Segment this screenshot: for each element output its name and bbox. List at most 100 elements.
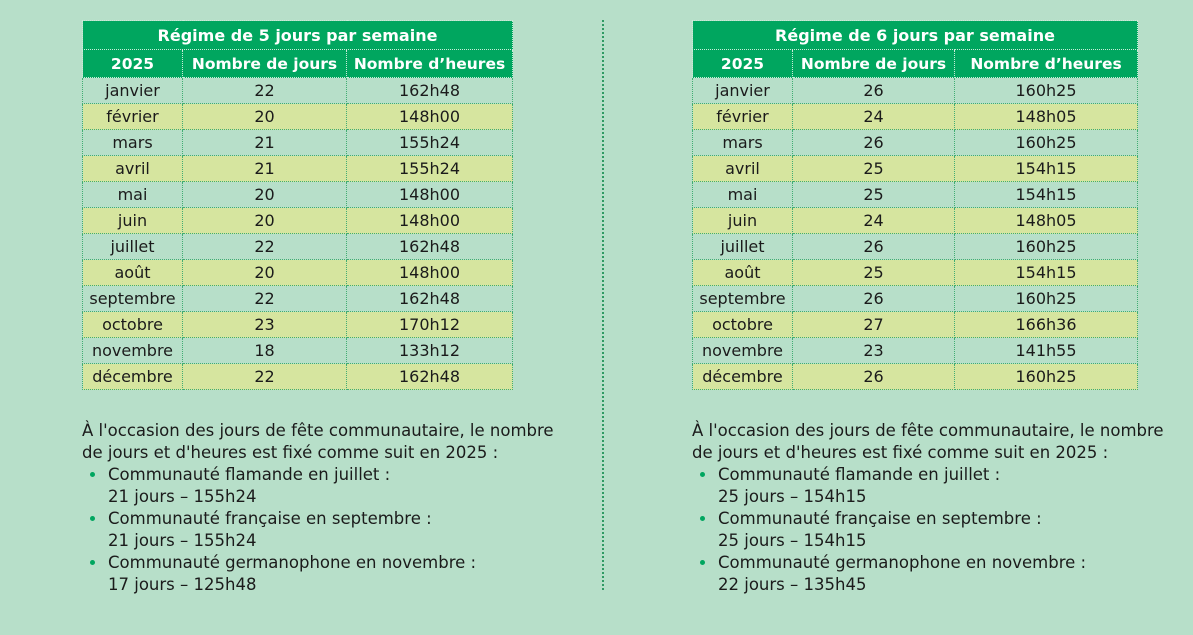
note-5-days: À l'occasion des jours de fête communaut… [82, 420, 582, 596]
month-cell: septembre [692, 285, 793, 312]
community-name: Communauté germanophone en novembre : [718, 553, 1087, 572]
days-cell: 21 [182, 129, 347, 156]
list-item: Communauté flamande en juillet : 25 jours… [700, 464, 1192, 508]
community-name: Communauté flamande en juillet : [108, 465, 391, 484]
column-header-hours: Nombre d’heures [954, 49, 1138, 78]
hours-cell: 162h48 [346, 363, 513, 390]
table-panel-6-days: Régime de 6 jours par semaine 2025 Nombre … [692, 20, 1138, 390]
hours-cell: 148h05 [954, 207, 1138, 234]
community-value: 25 jours – 154h15 [718, 487, 867, 506]
days-cell: 26 [792, 285, 955, 312]
days-cell: 20 [182, 181, 347, 208]
bullet-dot-icon [700, 560, 705, 565]
days-cell: 18 [182, 337, 347, 364]
list-item: Communauté flamande en juillet : 21 jours… [90, 464, 582, 508]
days-cell: 20 [182, 207, 347, 234]
month-cell: octobre [82, 311, 183, 338]
hours-table: Régime de 6 jours par semaine 2025 Nombre … [692, 20, 1138, 390]
table-row: octobre 23 170h12 [82, 311, 513, 338]
hours-cell: 162h48 [346, 233, 513, 260]
table-row: septembre 22 162h48 [82, 285, 513, 312]
column-header-year: 2025 [82, 49, 183, 78]
community-name: Communauté germanophone en novembre : [108, 553, 477, 572]
table-row: juin 24 148h05 [692, 207, 1138, 234]
intro-line: À l'occasion des jours de fête communaut… [692, 421, 1164, 440]
days-cell: 22 [182, 363, 347, 390]
community-name: Communauté française en septembre : [718, 509, 1042, 528]
days-cell: 25 [792, 259, 955, 286]
list-item: Communauté germanophone en novembre : 22 … [700, 552, 1192, 596]
table-row: septembre 26 160h25 [692, 285, 1138, 312]
days-cell: 26 [792, 233, 955, 260]
hours-cell: 133h12 [346, 337, 513, 364]
days-cell: 22 [182, 77, 347, 104]
month-cell: octobre [692, 311, 793, 338]
table-row: février 20 148h00 [82, 103, 513, 130]
days-cell: 24 [792, 103, 955, 130]
days-cell: 25 [792, 181, 955, 208]
days-cell: 27 [792, 311, 955, 338]
days-cell: 26 [792, 129, 955, 156]
hours-cell: 155h24 [346, 129, 513, 156]
table-title: Régime de 6 jours par semaine [692, 20, 1138, 50]
table-row: janvier 26 160h25 [692, 77, 1138, 104]
hours-cell: 160h25 [954, 129, 1138, 156]
hours-table: Régime de 5 jours par semaine 2025 Nombre … [82, 20, 513, 390]
days-cell: 23 [792, 337, 955, 364]
days-cell: 26 [792, 363, 955, 390]
table-row: mai 25 154h15 [692, 181, 1138, 208]
column-header-hours: Nombre d’heures [346, 49, 513, 78]
hours-cell: 154h15 [954, 259, 1138, 286]
column-header-days: Nombre de jours [182, 49, 347, 78]
hours-cell: 166h36 [954, 311, 1138, 338]
month-cell: décembre [82, 363, 183, 390]
days-cell: 22 [182, 233, 347, 260]
days-cell: 26 [792, 77, 955, 104]
table-row: février 24 148h05 [692, 103, 1138, 130]
bullet-dot-icon [90, 560, 95, 565]
hours-cell: 141h55 [954, 337, 1138, 364]
hours-cell: 148h00 [346, 259, 513, 286]
list-item: Communauté française en septembre : 25 jo… [700, 508, 1192, 552]
days-cell: 22 [182, 285, 347, 312]
table-row: janvier 22 162h48 [82, 77, 513, 104]
community-value: 17 jours – 125h48 [108, 575, 257, 594]
hours-cell: 170h12 [346, 311, 513, 338]
community-value: 21 jours – 155h24 [108, 531, 257, 550]
table-title: Régime de 5 jours par semaine [82, 20, 513, 50]
hours-cell: 154h15 [954, 181, 1138, 208]
hours-cell: 162h48 [346, 285, 513, 312]
bullet-dot-icon [700, 516, 705, 521]
month-cell: avril [692, 155, 793, 182]
hours-cell: 148h00 [346, 207, 513, 234]
hours-cell: 160h25 [954, 363, 1138, 390]
month-cell: mai [82, 181, 183, 208]
community-list: Communauté flamande en juillet : 25 jours… [692, 464, 1192, 596]
days-cell: 21 [182, 155, 347, 182]
month-cell: juin [82, 207, 183, 234]
bullet-dot-icon [700, 472, 705, 477]
intro-line: À l'occasion des jours de fête communaut… [82, 421, 554, 440]
table-row: juillet 22 162h48 [82, 233, 513, 260]
table-row: juillet 26 160h25 [692, 233, 1138, 260]
month-cell: novembre [692, 337, 793, 364]
hours-cell: 154h15 [954, 155, 1138, 182]
table-row: octobre 27 166h36 [692, 311, 1138, 338]
days-cell: 20 [182, 259, 347, 286]
table-row: mai 20 148h00 [82, 181, 513, 208]
table-row: août 25 154h15 [692, 259, 1138, 286]
table-row: mars 21 155h24 [82, 129, 513, 156]
table-row: novembre 18 133h12 [82, 337, 513, 364]
community-value: 22 jours – 135h45 [718, 575, 867, 594]
table-row: juin 20 148h00 [82, 207, 513, 234]
month-cell: juillet [692, 233, 793, 260]
days-cell: 20 [182, 103, 347, 130]
table-row: décembre 26 160h25 [692, 363, 1138, 390]
community-name: Communauté française en septembre : [108, 509, 432, 528]
dotted-divider [602, 20, 604, 590]
month-cell: juin [692, 207, 793, 234]
hours-cell: 148h00 [346, 181, 513, 208]
days-cell: 24 [792, 207, 955, 234]
month-cell: juillet [82, 233, 183, 260]
month-cell: mars [692, 129, 793, 156]
